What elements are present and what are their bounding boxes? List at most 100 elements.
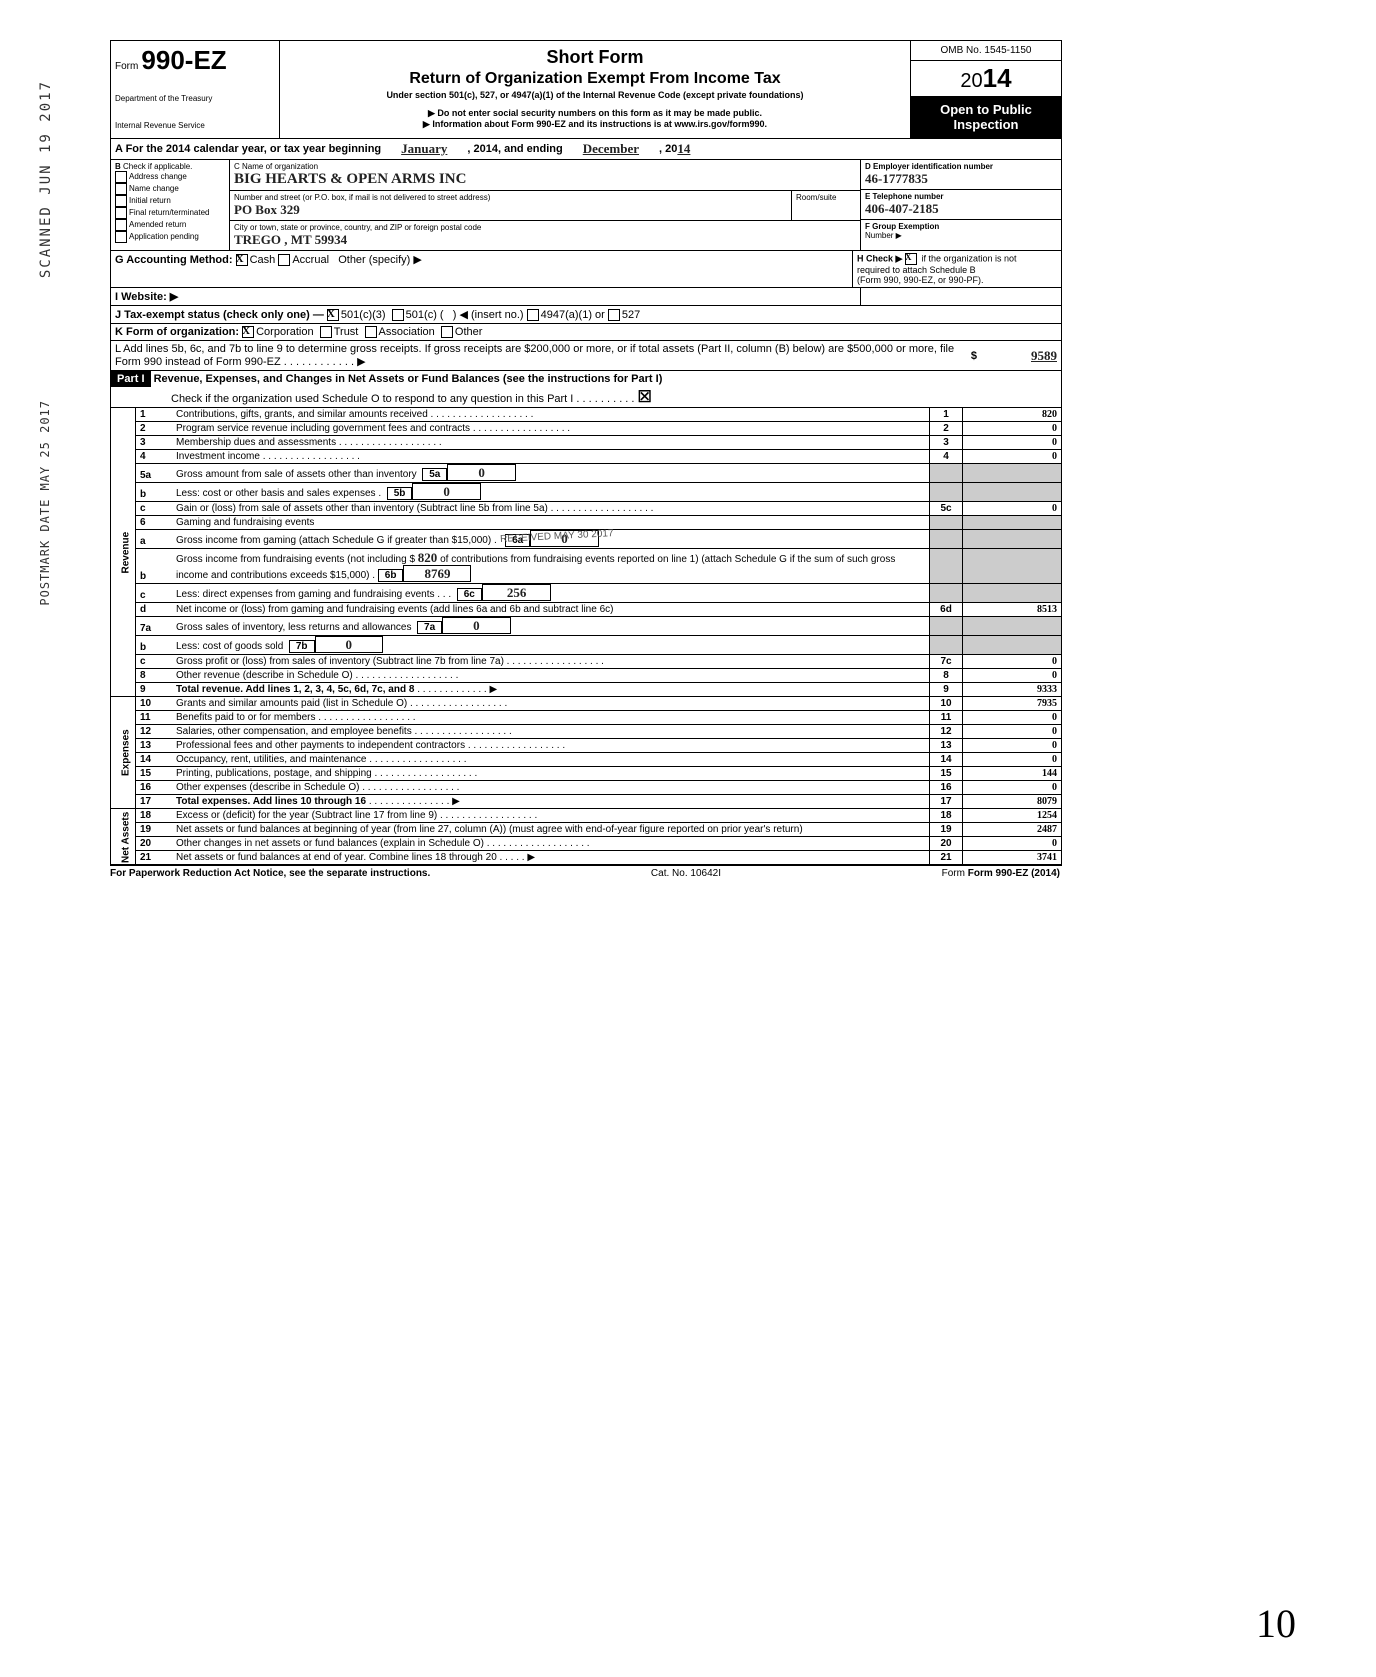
org-name: BIG HEARTS & OPEN ARMS INC <box>234 171 466 187</box>
line-3: 3Membership dues and assessments .30 <box>111 436 1061 450</box>
cb-501c3[interactable] <box>327 309 339 321</box>
form-990ez: Form 990-EZ Department of the Treasury I… <box>110 40 1062 866</box>
line-16: 16Other expenses (describe in Schedule O… <box>111 781 1061 795</box>
b-item-5: Application pending <box>129 232 199 241</box>
cb-initial-return[interactable] <box>115 195 127 207</box>
year-prefix: 20 <box>960 70 982 92</box>
irs: Internal Revenue Service <box>115 121 275 130</box>
line-7b: bLess: cost of goods sold 7b0 <box>111 636 1061 655</box>
part1-checkbox[interactable]: ☒ <box>638 389 652 406</box>
expenses-side-label: Expenses <box>111 697 136 809</box>
line-6d: dNet income or (loss) from gaming and fu… <box>111 603 1061 617</box>
cb-corp[interactable] <box>242 326 254 338</box>
cb-trust[interactable] <box>320 326 332 338</box>
year-bold: 14 <box>983 63 1012 93</box>
line-7a: 7aGross sales of inventory, less returns… <box>111 617 1061 636</box>
subtitle-ssn: ▶ Do not enter social security numbers o… <box>288 108 902 119</box>
scanned-stamp: SCANNED JUN 19 2017 <box>38 80 54 278</box>
part1-title: Revenue, Expenses, and Changes in Net As… <box>154 373 663 385</box>
h-check: H Check ▶ <box>857 253 902 263</box>
line-8: 8Other revenue (describe in Schedule O) … <box>111 669 1061 683</box>
cb-accrual[interactable] <box>278 254 290 266</box>
cb-schedule-b[interactable] <box>905 253 917 265</box>
c-label: C Name of organization <box>234 162 318 171</box>
box-h: H Check ▶ if the organization is not req… <box>853 251 1061 287</box>
netassets-side-label: Net Assets <box>111 809 136 865</box>
line-l: L Add lines 5b, 6c, and 7b to line 9 to … <box>111 341 1061 371</box>
header-mid: Short Form Return of Organization Exempt… <box>280 41 910 138</box>
l-amount: 9589 <box>977 348 1057 364</box>
g-cash: Cash <box>250 254 276 266</box>
j-label: J Tax-exempt status (check only one) — <box>115 309 324 321</box>
street-label: Number and street (or P.O. box, if mail … <box>234 193 490 202</box>
postmark-stamp: POSTMARK DATE MAY 25 2017 <box>38 400 52 606</box>
cb-4947[interactable] <box>527 309 539 321</box>
line-15: 15Printing, publications, postage, and s… <box>111 767 1061 781</box>
cb-final-return[interactable] <box>115 207 127 219</box>
f-number: Number ▶ <box>865 231 902 240</box>
cb-527[interactable] <box>608 309 620 321</box>
line-9: 9Total revenue. Add lines 1, 2, 3, 4, 5c… <box>111 683 1061 697</box>
ein: 46-1777835 <box>865 171 928 186</box>
form-number: 990-EZ <box>141 45 226 75</box>
line-2: 2Program service revenue including gover… <box>111 422 1061 436</box>
handwritten-page-number: 10 <box>1256 1600 1296 1647</box>
cb-501c[interactable] <box>392 309 404 321</box>
footer-right: Form Form 990-EZ (2014) <box>942 868 1060 879</box>
line-13: 13Professional fees and other payments t… <box>111 739 1061 753</box>
title-short-form: Short Form <box>288 47 902 68</box>
omb-number: OMB No. 1545-1150 <box>911 41 1061 61</box>
b-label: B <box>115 162 121 171</box>
open-line2: Inspection <box>913 117 1059 132</box>
subtitle-section: Under section 501(c), 527, or 4947(a)(1)… <box>288 90 902 100</box>
room-suite: Room/suite <box>792 191 861 220</box>
line-6a: aGross income from gaming (attach Schedu… <box>111 530 1061 549</box>
line-a: A For the 2014 calendar year, or tax yea… <box>111 139 1061 160</box>
h-txt3: required to attach Schedule B <box>857 265 976 275</box>
k-assoc: Association <box>379 326 435 338</box>
box-def: D Employer identification number 46-1777… <box>861 160 1061 250</box>
lines-table: Revenue 1Contributions, gifts, grants, a… <box>111 408 1061 865</box>
open-line1: Open to Public <box>913 102 1059 117</box>
period-end: December <box>583 141 639 157</box>
box-c: C Name of organization BIG HEARTS & OPEN… <box>230 160 861 250</box>
period-begin: January <box>401 141 447 157</box>
cb-address-change[interactable] <box>115 171 127 183</box>
line-17: 17Total expenses. Add lines 10 through 1… <box>111 795 1061 809</box>
k-label: K Form of organization: <box>115 326 239 338</box>
j-4947: 4947(a)(1) or <box>541 309 605 321</box>
b-item-4: Amended return <box>129 220 186 229</box>
line-12: 12Salaries, other compensation, and empl… <box>111 725 1061 739</box>
form-prefix: Form <box>115 61 138 72</box>
line-5c: cGain or (loss) from sale of assets othe… <box>111 502 1061 516</box>
b-item-0: Address change <box>129 172 187 181</box>
period-yy: 14 <box>677 141 690 157</box>
b-item-1: Name change <box>129 184 179 193</box>
line-k: K Form of organization: Corporation Trus… <box>111 324 1061 341</box>
subtitle-info: ▶ Information about Form 990-EZ and its … <box>288 119 902 130</box>
cb-name-change[interactable] <box>115 183 127 195</box>
footer-mid: Cat. No. 10642I <box>651 868 721 879</box>
cb-amended[interactable] <box>115 219 127 231</box>
g-other: Other (specify) ▶ <box>338 254 422 266</box>
k-corp: Corporation <box>256 326 313 338</box>
part1-checkline: Check if the organization used Schedule … <box>111 393 634 405</box>
e-label: E Telephone number <box>865 192 944 201</box>
box-b: B Check if applicable. Address change Na… <box>111 160 230 250</box>
line-10: Expenses 10Grants and similar amounts pa… <box>111 697 1061 711</box>
cb-cash[interactable] <box>236 254 248 266</box>
cb-app-pending[interactable] <box>115 231 127 243</box>
form-header: Form 990-EZ Department of the Treasury I… <box>111 41 1061 139</box>
city-label: City or town, state or province, country… <box>234 223 481 232</box>
tax-year: 2014 <box>911 61 1061 96</box>
cb-other-org[interactable] <box>441 326 453 338</box>
b-item-3: Final return/terminated <box>129 208 209 217</box>
line-5a: 5aGross amount from sale of assets other… <box>111 464 1061 483</box>
line-18: Net Assets 18Excess or (deficit) for the… <box>111 809 1061 823</box>
line-i: I Website: ▶ <box>111 288 861 305</box>
cb-assoc[interactable] <box>365 326 377 338</box>
line-1: Revenue 1Contributions, gifts, grants, a… <box>111 408 1061 422</box>
j-501c3: 501(c)(3) <box>341 309 386 321</box>
revenue-side-label: Revenue <box>111 408 136 697</box>
header-right: OMB No. 1545-1150 2014 Open to Public In… <box>910 41 1061 138</box>
